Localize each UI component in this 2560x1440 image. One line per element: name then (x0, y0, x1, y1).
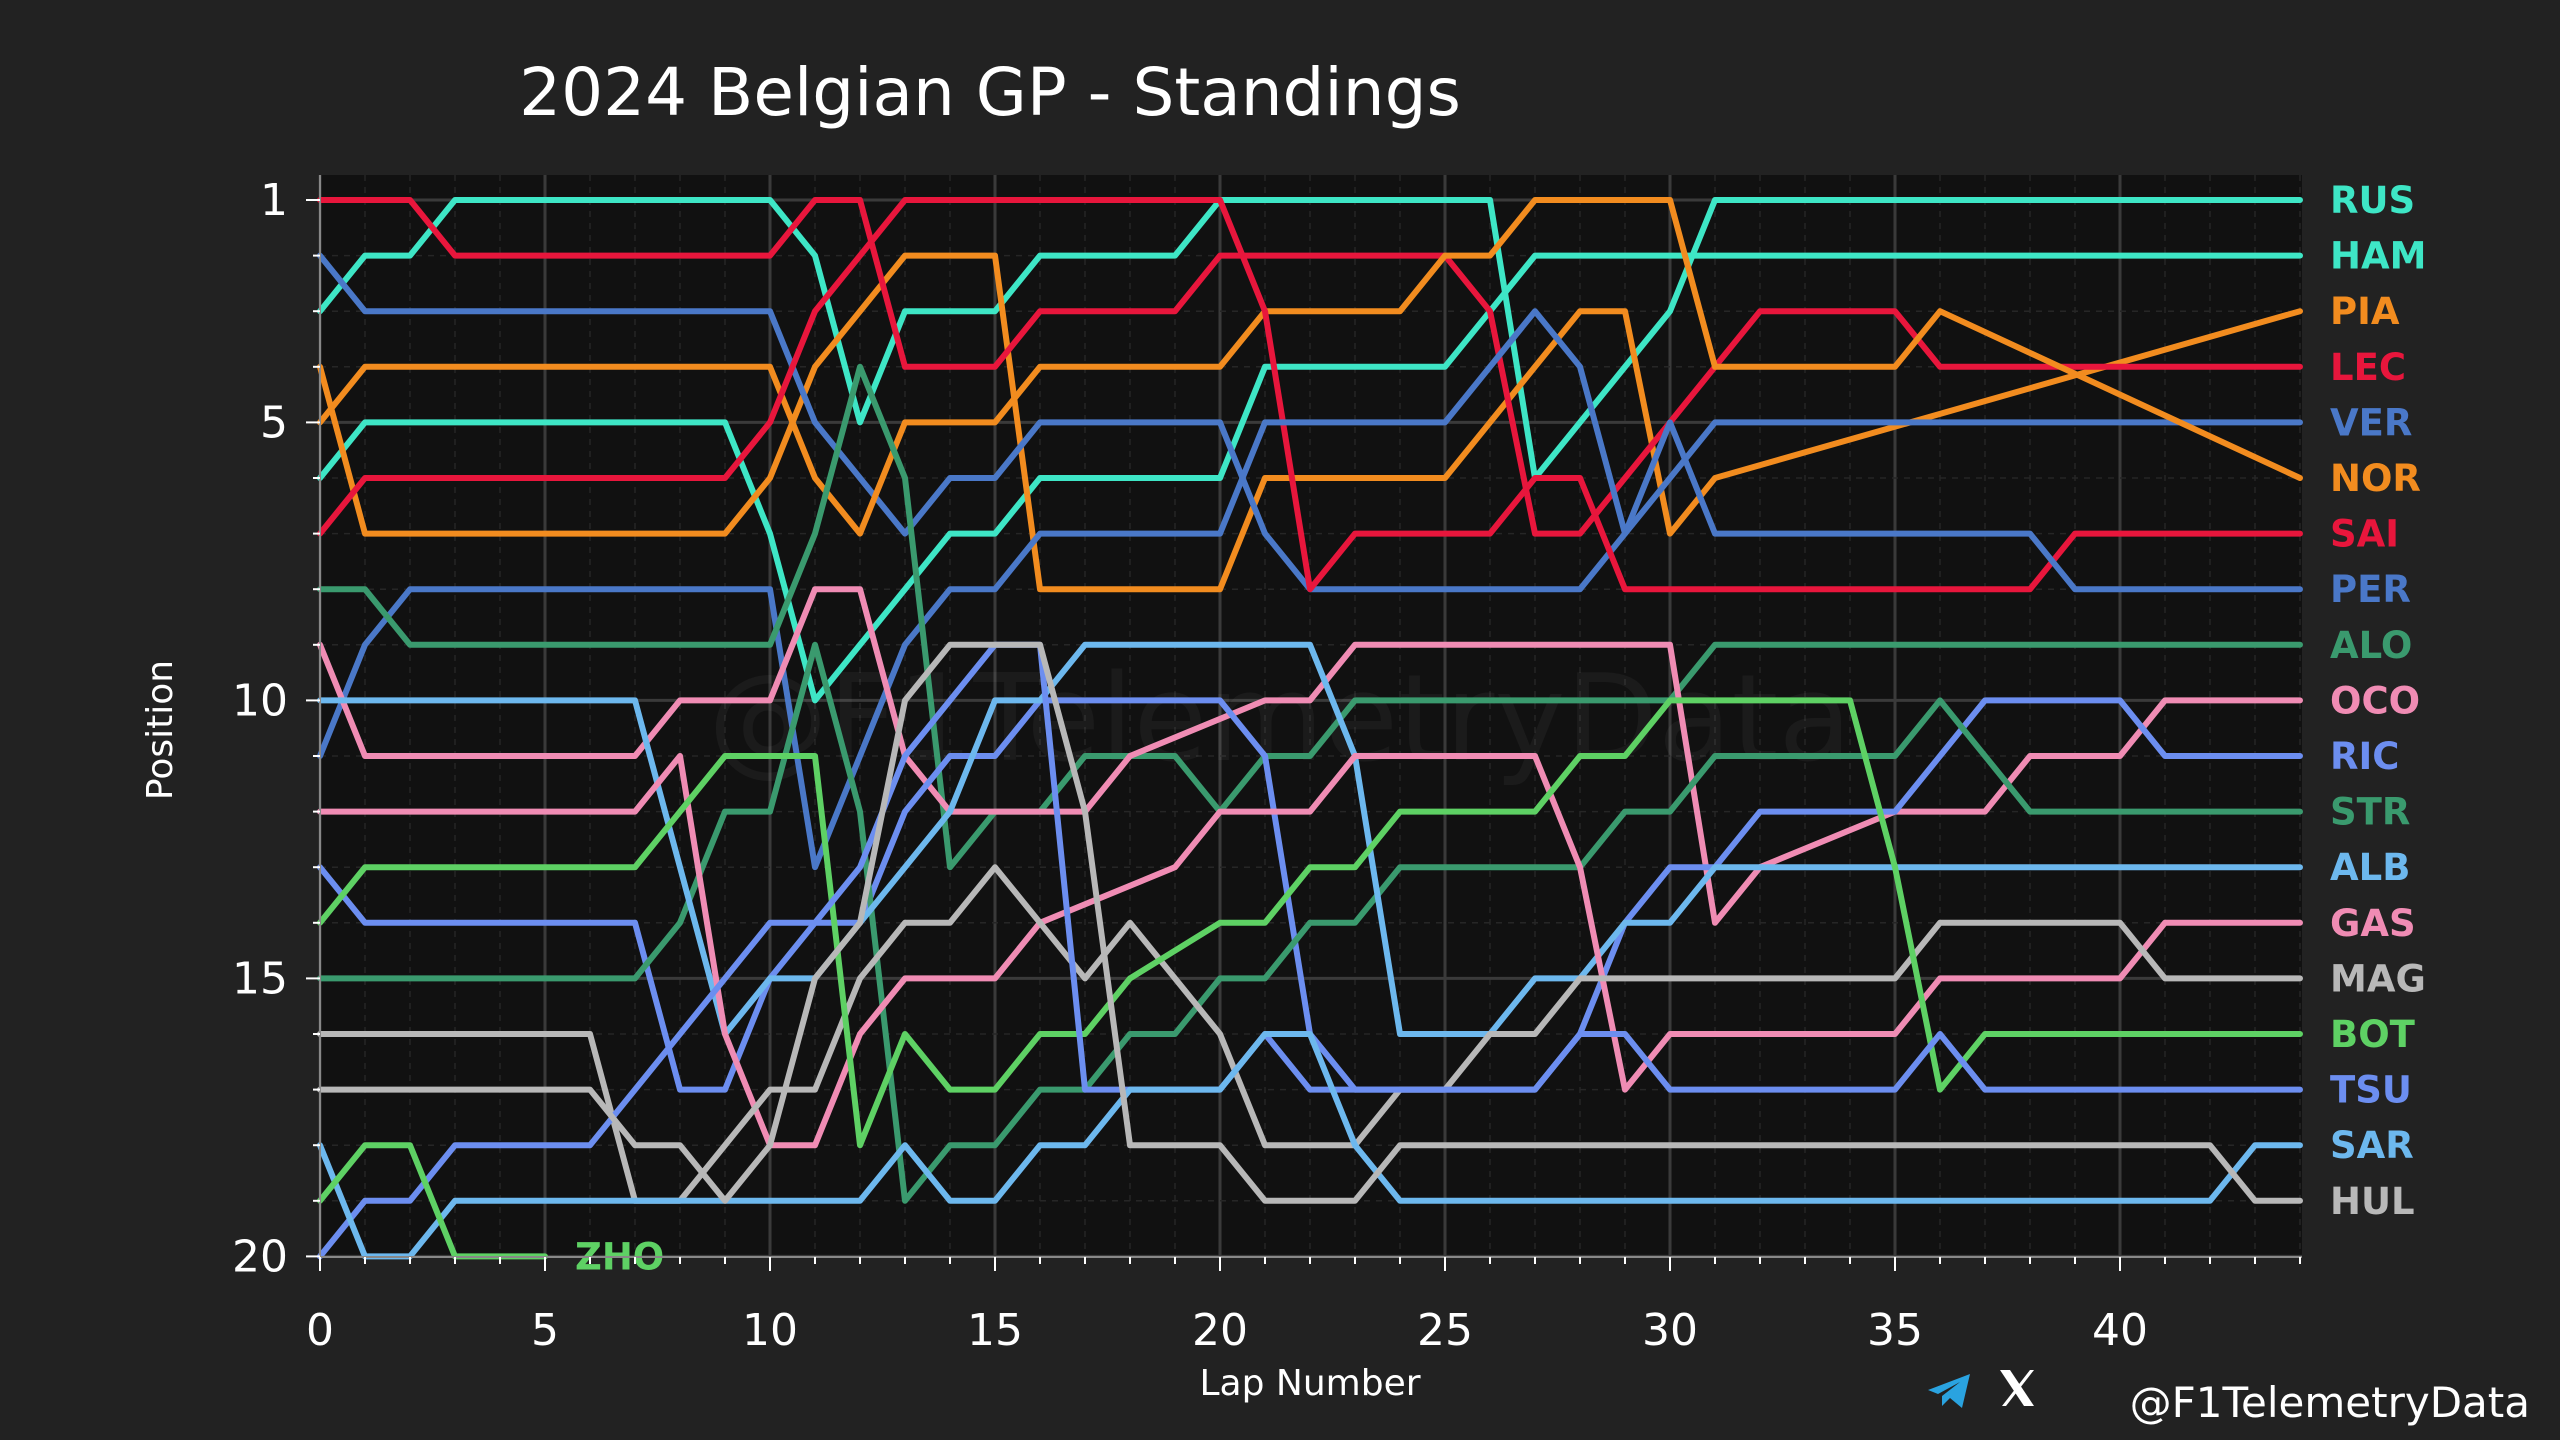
series-line-gas (317, 753, 2303, 1149)
series-line-sai (317, 197, 2303, 593)
driver-labels: RUS HAM PIA LEC VER NOR SAI PER ALO OCO RIC STR ALB G… (575, 179, 2426, 1278)
driver-label-lec: LEC (2330, 346, 2406, 389)
driver-label-ver: VER (2330, 401, 2412, 444)
x-tick-label: 40 (2092, 1305, 2148, 1356)
series-line-hul (317, 641, 2303, 1204)
driver-label-per: PER (2330, 568, 2411, 611)
series-line-ver (317, 252, 2303, 593)
series-lines (317, 197, 2303, 1260)
x-tick-label: 35 (1867, 1305, 1923, 1356)
driver-label-alb: ALB (2330, 846, 2410, 889)
x-tick-label: 5 (531, 1305, 559, 1356)
x-tick-label: 25 (1417, 1305, 1473, 1356)
series-line-pia (317, 252, 2303, 593)
series-line-sar (317, 1031, 2303, 1260)
driver-label-ric: RIC (2330, 735, 2399, 778)
x-logo-icon (2000, 1370, 2034, 1406)
series-line-tsu (317, 641, 2303, 1260)
driver-label-pia: PIA (2330, 290, 2400, 333)
series-line-rus (317, 197, 2303, 481)
credit: @F1TelemetryData (1928, 1370, 2530, 1427)
x-axis-label: Lap Number (1199, 1363, 1420, 1404)
y-tick-label: 20 (232, 1231, 288, 1282)
driver-label-nor: NOR (2330, 457, 2421, 500)
x-tick-label: 30 (1642, 1305, 1698, 1356)
driver-label-sai: SAI (2330, 513, 2399, 556)
y-tick-label: 1 (260, 175, 288, 226)
driver-label-alo: ALO (2330, 624, 2412, 667)
credit-handle: @F1TelemetryData (2130, 1378, 2530, 1427)
driver-label-rus: RUS (2330, 179, 2415, 222)
series-line-alb (317, 641, 2303, 1037)
chart-title: 2024 Belgian GP - Standings (519, 54, 1461, 131)
series-line-bot (317, 697, 2303, 1149)
y-tick-label: 5 (260, 397, 288, 448)
driver-label-ham: HAM (2330, 235, 2426, 278)
y-axis-label: Position (140, 660, 181, 800)
series-line-ham (317, 252, 2303, 704)
driver-label-oco: OCO (2330, 679, 2420, 722)
driver-label-str: STR (2330, 791, 2410, 834)
x-tick-label: 0 (306, 1305, 334, 1356)
y-tick-label: 10 (232, 675, 288, 726)
driver-label-bot: BOT (2330, 1013, 2416, 1056)
driver-label-sar: SAR (2330, 1124, 2414, 1167)
driver-label-tsu: TSU (2330, 1069, 2412, 1112)
x-tick-label: 15 (967, 1305, 1023, 1356)
y-tick-label: 15 (232, 953, 288, 1004)
series-line-mag (317, 864, 2303, 1204)
driver-label-mag: MAG (2330, 957, 2426, 1000)
series-line-lec (317, 197, 2303, 537)
x-tick-label: 20 (1192, 1305, 1248, 1356)
driver-label-gas: GAS (2330, 902, 2416, 945)
telegram-icon (1928, 1374, 1970, 1408)
x-tick-label: 10 (742, 1305, 798, 1356)
series-line-oco (317, 586, 2303, 926)
driver-label-hul: HUL (2330, 1180, 2415, 1223)
